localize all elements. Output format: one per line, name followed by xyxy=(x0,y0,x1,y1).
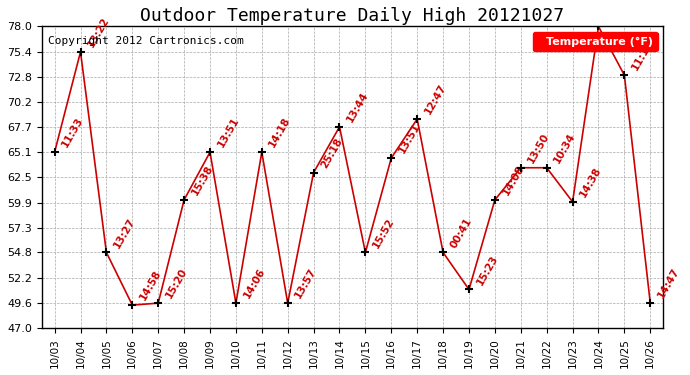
Text: 00:41: 00:41 xyxy=(448,216,474,250)
Text: 12:47: 12:47 xyxy=(423,82,448,116)
Text: 14:38: 14:38 xyxy=(578,165,604,199)
Text: 13:57: 13:57 xyxy=(293,267,319,300)
Text: Copyright 2012 Cartronics.com: Copyright 2012 Cartronics.com xyxy=(48,36,244,45)
Text: 14:58: 14:58 xyxy=(138,268,163,302)
Text: 11:33: 11:33 xyxy=(60,116,86,149)
Text: 14:18: 14:18 xyxy=(267,116,293,149)
Title: Outdoor Temperature Daily High 20121027: Outdoor Temperature Daily High 20121027 xyxy=(140,7,564,25)
Text: 14:08: 14:08 xyxy=(500,163,526,197)
Text: 15:38: 15:38 xyxy=(190,164,215,197)
Text: 15:52: 15:52 xyxy=(371,216,396,250)
Text: 13:44: 13:44 xyxy=(345,90,371,124)
Text: 13:51: 13:51 xyxy=(215,116,241,149)
Text: 15:20: 15:20 xyxy=(164,267,189,300)
Text: 14:06: 14:06 xyxy=(241,267,267,300)
Text: 14:47: 14:47 xyxy=(656,266,681,300)
Text: 25:18: 25:18 xyxy=(319,136,344,170)
Text: 13:27: 13:27 xyxy=(112,216,137,250)
Text: 10:34: 10:34 xyxy=(552,131,578,165)
Text: 13:22: 13:22 xyxy=(86,15,111,49)
Text: 15:23: 15:23 xyxy=(475,253,500,287)
Text: 13:51: 13:51 xyxy=(397,122,422,155)
Text: 13:50: 13:50 xyxy=(526,131,551,165)
Legend: Temperature (°F): Temperature (°F) xyxy=(533,32,658,51)
Text: 11:13: 11:13 xyxy=(630,39,656,72)
